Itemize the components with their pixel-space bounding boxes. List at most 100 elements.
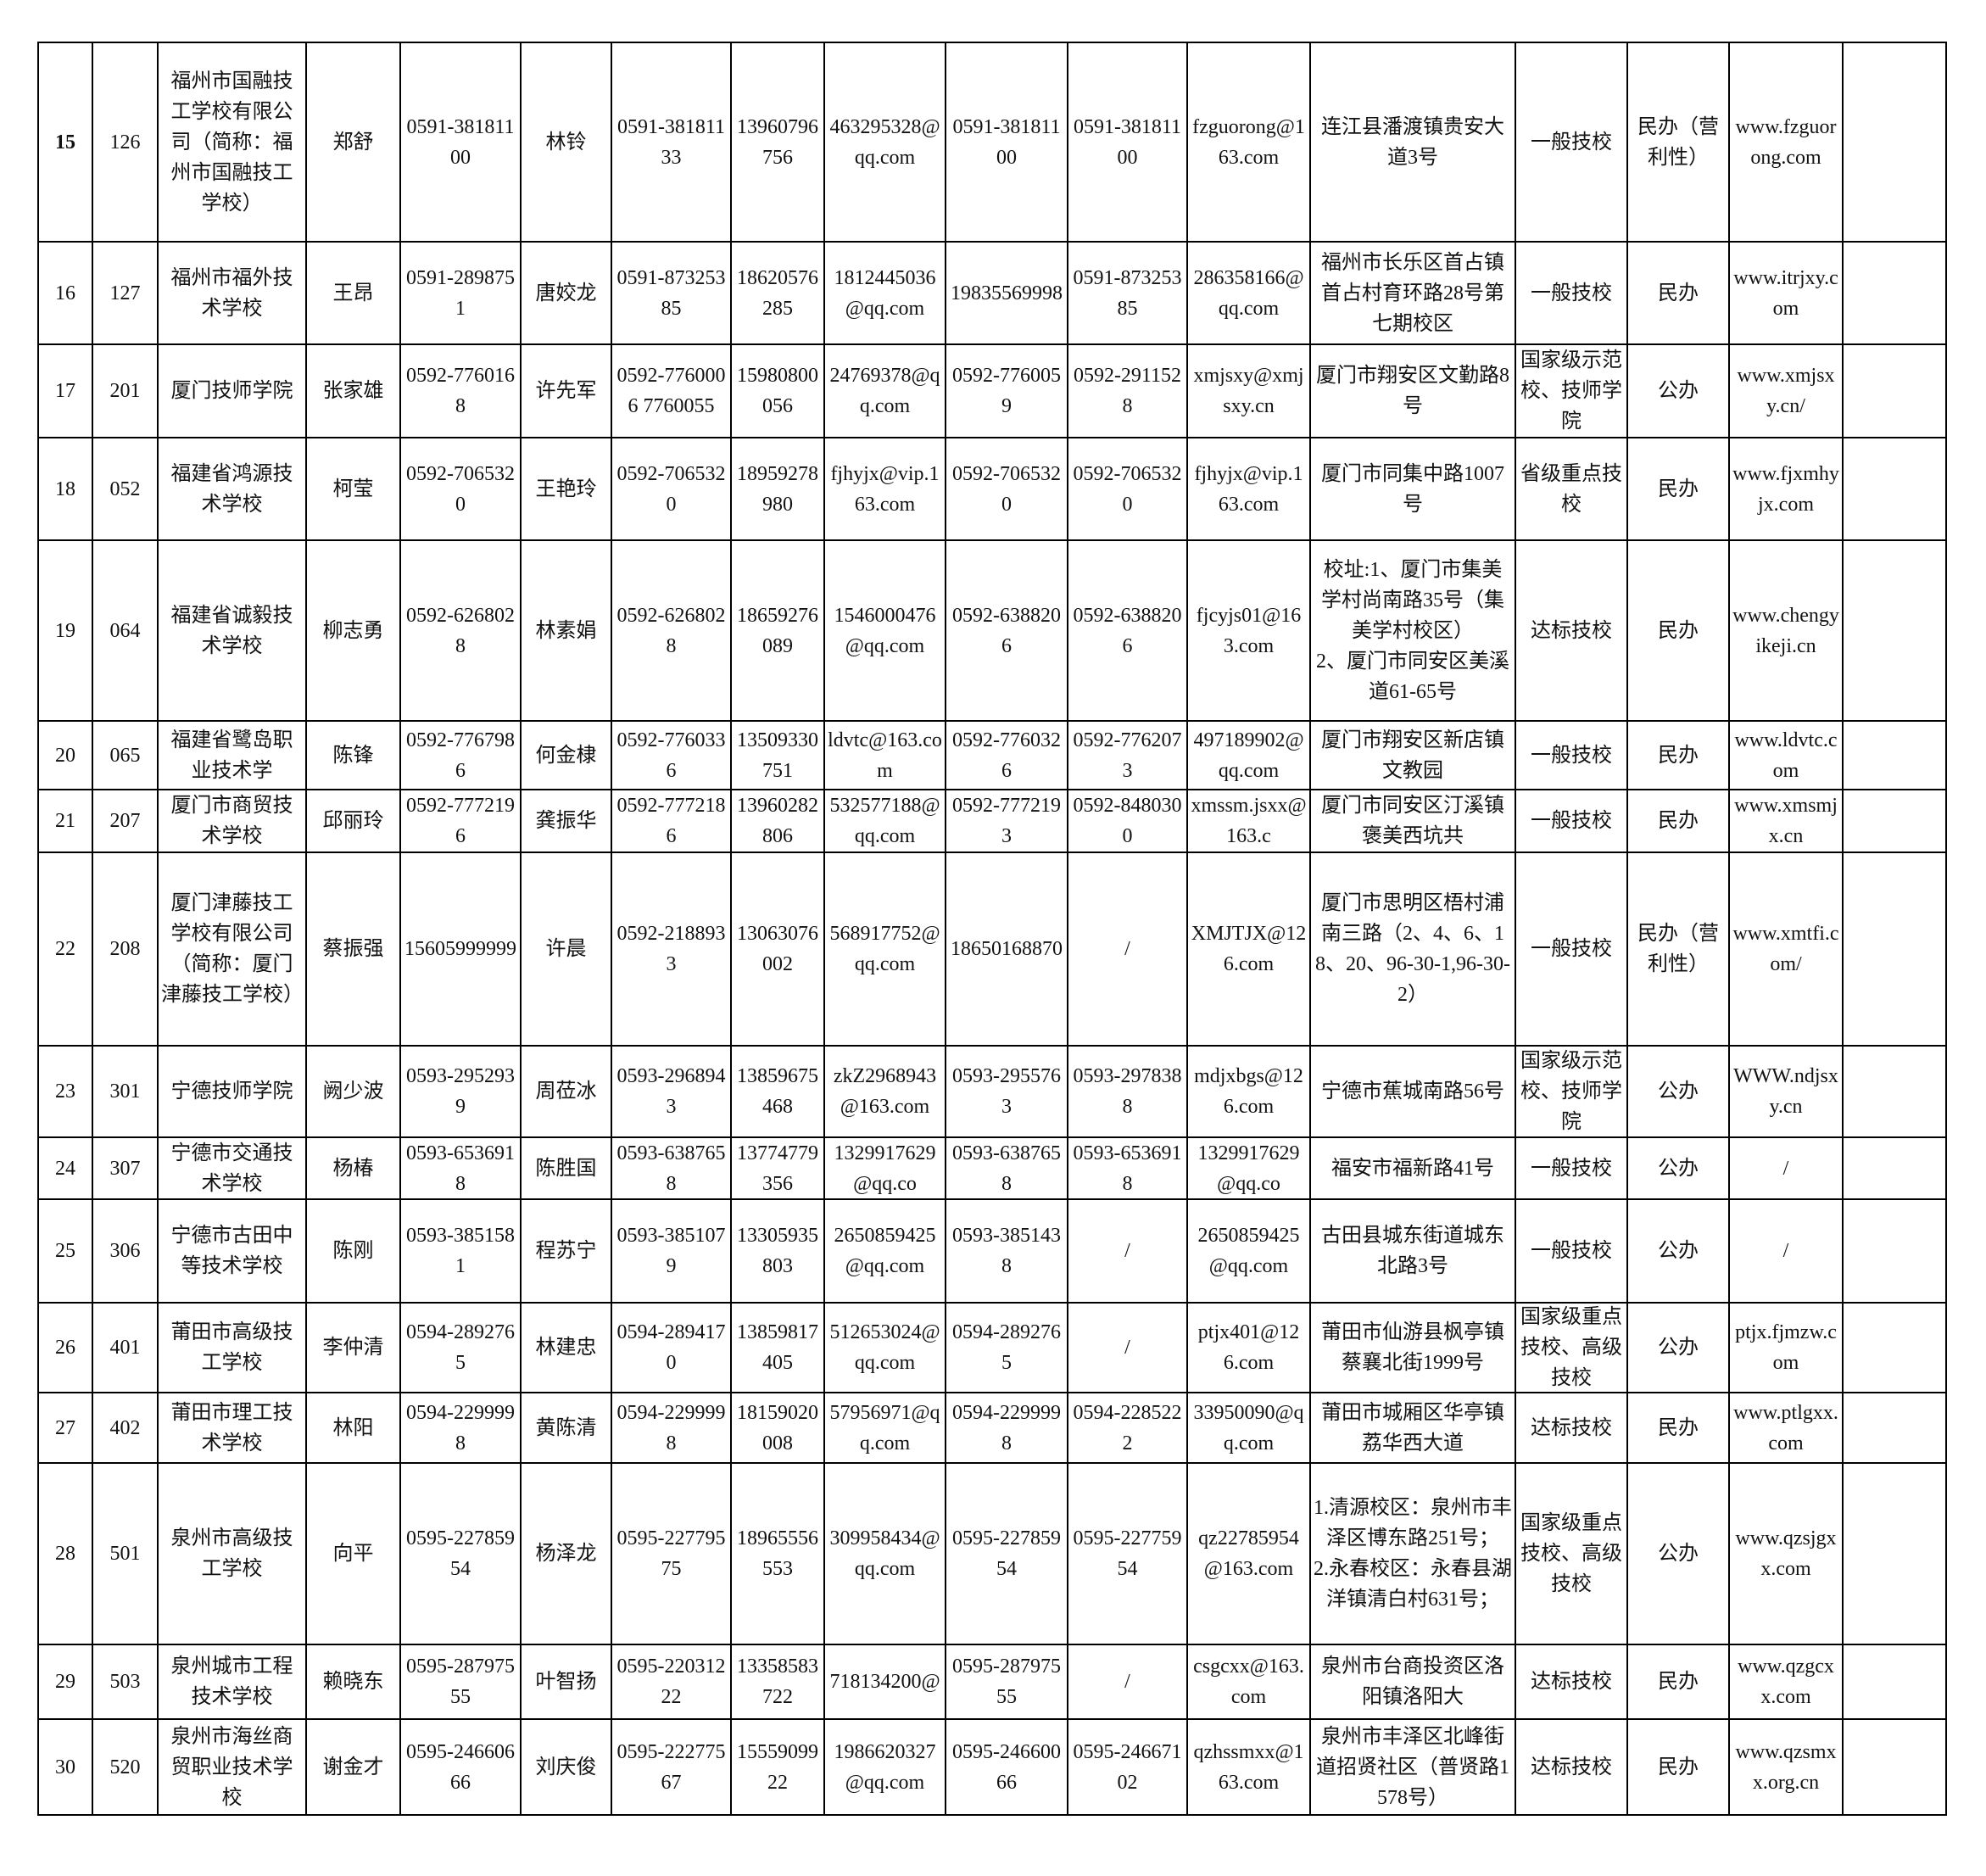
table-cell: zkZ2968943@163.com [823,1045,946,1138]
table-cell: 0592-7760059 [945,343,1068,438]
table-cell: 0595-24660066 [945,1718,1068,1816]
table-cell: / [1067,1302,1188,1393]
table-cell: 蔡振强 [305,851,401,1047]
table-cell: xmjsxy@xmjsxy.cn [1186,343,1311,438]
table-cell: 国家级示范校、技师学院 [1515,1045,1628,1138]
table-cell: 一般技校 [1515,241,1628,345]
table-cell: 厦门市翔安区新店镇文教园 [1309,720,1516,790]
table-cell: 许晨 [520,851,612,1047]
table-cell: 民办 [1626,720,1730,790]
table-cell: 莆田市仙游县枫亭镇蔡襄北街1999号 [1309,1302,1516,1393]
table-cell: 公办 [1626,1302,1730,1393]
table-cell: 0594-2285222 [1067,1392,1188,1464]
table-cell: 0594-2894170 [611,1302,732,1393]
table-cell: 福安市福新路41号 [1309,1136,1516,1200]
table-cell: www.xmjsxy.cn/ [1728,343,1844,438]
table-cell: 0592-6388206 [1067,539,1188,722]
table-cell: 莆田市理工技术学校 [157,1392,307,1464]
table-cell: 18159020008 [730,1392,825,1464]
table-cell: 065 [92,720,159,790]
table-cell: 0591-38181100 [399,42,522,243]
table-cell: 达标技校 [1515,539,1628,722]
table-cell: fjhyjx@vip.163.com [823,437,946,541]
table-cell: 24 [37,1136,93,1200]
table-cell: 309958434@qq.com [823,1462,946,1645]
table-cell: 0595-28797555 [945,1644,1068,1720]
table-cell: / [1067,1198,1188,1304]
table-cell: 0595-28797555 [399,1644,522,1720]
table-cell: 林建忠 [520,1302,612,1393]
table-cell: 厦门市思明区梧村浦南三路（2、4、6、18、20、96-30-1,96-30-2… [1309,851,1516,1047]
table-cell: ptjx.fjmzw.com [1728,1302,1844,1393]
table-cell: 0592-7065320 [945,437,1068,541]
table-cell: 0594-2299998 [399,1392,522,1464]
table-cell: 厦门市商贸技术学校 [157,789,307,853]
table-cell: 宁德市蕉城南路56号 [1309,1045,1516,1138]
table-cell: 126 [92,42,159,243]
empty-cell [1842,789,1947,853]
table-cell: 达标技校 [1515,1718,1628,1816]
table-cell: 512653024@qq.com [823,1302,946,1393]
table-cell: 泉州城市工程技术学校 [157,1644,307,1720]
table-cell: 福州市国融技工学校有限公司（简称：福州市国融技工学校） [157,42,307,243]
table-cell: mdjxbgs@126.com [1186,1045,1311,1138]
table-cell: www.fzguorong.com [1728,42,1844,243]
table-cell: 何金棣 [520,720,612,790]
table-cell: 13774779356 [730,1136,825,1200]
table-cell: 一般技校 [1515,1198,1628,1304]
table-cell: 民办 [1626,789,1730,853]
table-cell: 15980800056 [730,343,825,438]
table-cell: 王昂 [305,241,401,345]
table-cell: 王艳玲 [520,437,612,541]
table-cell: 18650168870 [945,851,1068,1047]
table-cell: 林铃 [520,42,612,243]
table-cell: 0593-2952939 [399,1045,522,1138]
table-cell: 0594-2299998 [945,1392,1068,1464]
table-cell: 0595-24660666 [399,1718,522,1816]
table-cell: 0591-2898751 [399,241,522,345]
table-cell: 古田县城东街道城东北路3号 [1309,1198,1516,1304]
table-cell: WWW.ndjsxy.cn [1728,1045,1844,1138]
table-cell: 龚振华 [520,789,612,853]
table-cell: 0593-2978388 [1067,1045,1188,1138]
table-cell: www.itrjxy.com [1728,241,1844,345]
table-cell: 0591-38181100 [945,42,1068,243]
table-cell: 赖晓东 [305,1644,401,1720]
table-cell: 1329917629@qq.co [823,1136,946,1200]
table-cell: 厦门市翔安区文勤路8号 [1309,343,1516,438]
table-cell: 0593-6387658 [945,1136,1068,1200]
table-cell: 民办 [1626,1718,1730,1816]
table-cell: 莆田市高级技工学校 [157,1302,307,1393]
table-cell: 0592-7772196 [399,789,522,853]
empty-cell [1842,437,1947,541]
table-cell: 0595-22775954 [1067,1462,1188,1645]
table-cell: 0592-6268028 [611,539,732,722]
table-cell: 向平 [305,1462,401,1645]
table-cell: 1812445036@qq.com [823,241,946,345]
table-cell: 0592-7772193 [945,789,1068,853]
table-cell: 省级重点技校 [1515,437,1628,541]
table-cell: 532577188@qq.com [823,789,946,853]
table-cell: 13960796756 [730,42,825,243]
table-cell: 0594-2892765 [399,1302,522,1393]
table-cell: 18959278980 [730,437,825,541]
table-cell: 57956971@qq.com [823,1392,946,1464]
table-cell: 民办 [1626,539,1730,722]
table-cell: 0592-6388206 [945,539,1068,722]
empty-cell [1842,343,1947,438]
table-cell: 宁德技师学院 [157,1045,307,1138]
table-cell: 柳志勇 [305,539,401,722]
table-cell: www.fjxmhyjx.com [1728,437,1844,541]
table-cell: 15605999999 [399,851,522,1047]
table-cell: www.ptlgxx.com [1728,1392,1844,1464]
table-cell: 0592-7767986 [399,720,522,790]
table-cell: 达标技校 [1515,1644,1628,1720]
table-cell: 052 [92,437,159,541]
table-cell: / [1067,851,1188,1047]
table-cell: 民办（营利性） [1626,851,1730,1047]
table-cell: 1986620327@qq.com [823,1718,946,1816]
empty-cell [1842,720,1947,790]
table-cell: 29 [37,1644,93,1720]
table-cell: 福州市长乐区首占镇首占村育环路28号第七期校区 [1309,241,1516,345]
table-cell: 201 [92,343,159,438]
